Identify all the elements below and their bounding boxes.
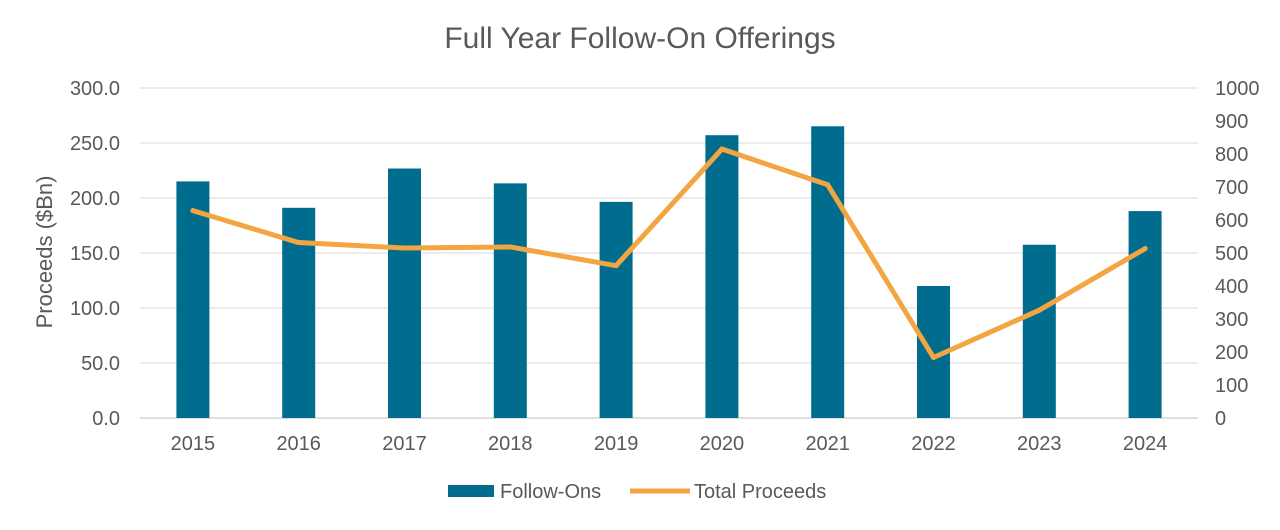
total-proceeds-point <box>507 244 513 250</box>
y-axis-title: Proceeds ($Bn) <box>32 176 57 329</box>
total-proceeds-point <box>296 240 302 246</box>
right-tick-label: 1000 <box>1215 78 1260 100</box>
legend-label-total-proceeds: Total Proceeds <box>694 481 826 503</box>
x-tick-label: 2024 <box>1123 433 1168 455</box>
legend-swatch-follow-ons <box>448 485 494 497</box>
bar-follow-ons <box>1128 211 1162 418</box>
right-tick-label: 900 <box>1215 111 1248 133</box>
bar-follow-ons <box>705 135 739 418</box>
total-proceeds-point <box>719 146 725 152</box>
x-axis-ticks: 2015 2016 2017 2018 2019 2020 2021 2022 2023 2024 <box>171 433 1168 455</box>
x-tick-label: 2017 <box>382 433 427 455</box>
total-proceeds-point <box>190 208 196 214</box>
total-proceeds-point <box>931 355 936 360</box>
right-tick-label: 200 <box>1215 342 1248 364</box>
x-tick-label: 2021 <box>805 433 850 455</box>
left-tick-label: 150.0 <box>70 243 120 265</box>
total-proceeds-point <box>613 263 619 269</box>
left-tick-label: 300.0 <box>70 78 120 100</box>
right-tick-label: 0 <box>1215 408 1226 430</box>
left-tick-label: 250.0 <box>70 133 120 155</box>
x-tick-label: 2019 <box>594 433 639 455</box>
bar-follow-ons <box>1022 244 1056 418</box>
left-tick-label: 100.0 <box>70 298 120 320</box>
right-axis-ticks: 0 100 200 300 400 500 600 700 800 900 1000 <box>1215 78 1260 430</box>
right-tick-label: 800 <box>1215 144 1248 166</box>
follow-ons-bars <box>176 126 1162 418</box>
chart-title: Full Year Follow-On Offerings <box>444 22 835 55</box>
total-proceeds-line-group <box>190 146 1148 360</box>
left-tick-label: 200.0 <box>70 188 120 210</box>
total-proceeds-line <box>190 146 1148 360</box>
bar-follow-ons <box>176 181 210 418</box>
bar-follow-ons <box>599 201 633 418</box>
left-tick-label: 0.0 <box>92 408 120 430</box>
bar-follow-ons <box>493 183 527 418</box>
right-tick-label: 300 <box>1215 309 1248 331</box>
x-tick-label: 2020 <box>700 433 745 455</box>
right-tick-label: 400 <box>1215 276 1248 298</box>
bar-follow-ons <box>811 126 845 418</box>
x-tick-label: 2022 <box>911 433 956 455</box>
total-proceeds-point <box>825 182 831 188</box>
total-proceeds-point <box>1142 246 1148 252</box>
total-proceeds-point <box>1036 307 1042 313</box>
right-tick-label: 600 <box>1215 210 1248 232</box>
bar-follow-ons <box>388 168 421 418</box>
x-tick-label: 2023 <box>1017 433 1062 455</box>
legend: Follow-Ons Total Proceeds <box>448 481 826 503</box>
legend-label-follow-ons: Follow-Ons <box>500 481 601 503</box>
x-tick-label: 2016 <box>276 433 321 455</box>
x-tick-label: 2018 <box>488 433 533 455</box>
right-tick-label: 500 <box>1215 243 1248 265</box>
left-axis-ticks: 0.0 50.0 100.0 150.0 200.0 250.0 300.0 <box>70 78 120 430</box>
gridlines <box>140 87 1198 419</box>
total-proceeds-point <box>402 245 407 251</box>
right-tick-label: 700 <box>1215 177 1248 199</box>
right-tick-label: 100 <box>1215 375 1248 397</box>
x-tick-label: 2015 <box>171 433 216 455</box>
left-tick-label: 50.0 <box>81 353 120 375</box>
